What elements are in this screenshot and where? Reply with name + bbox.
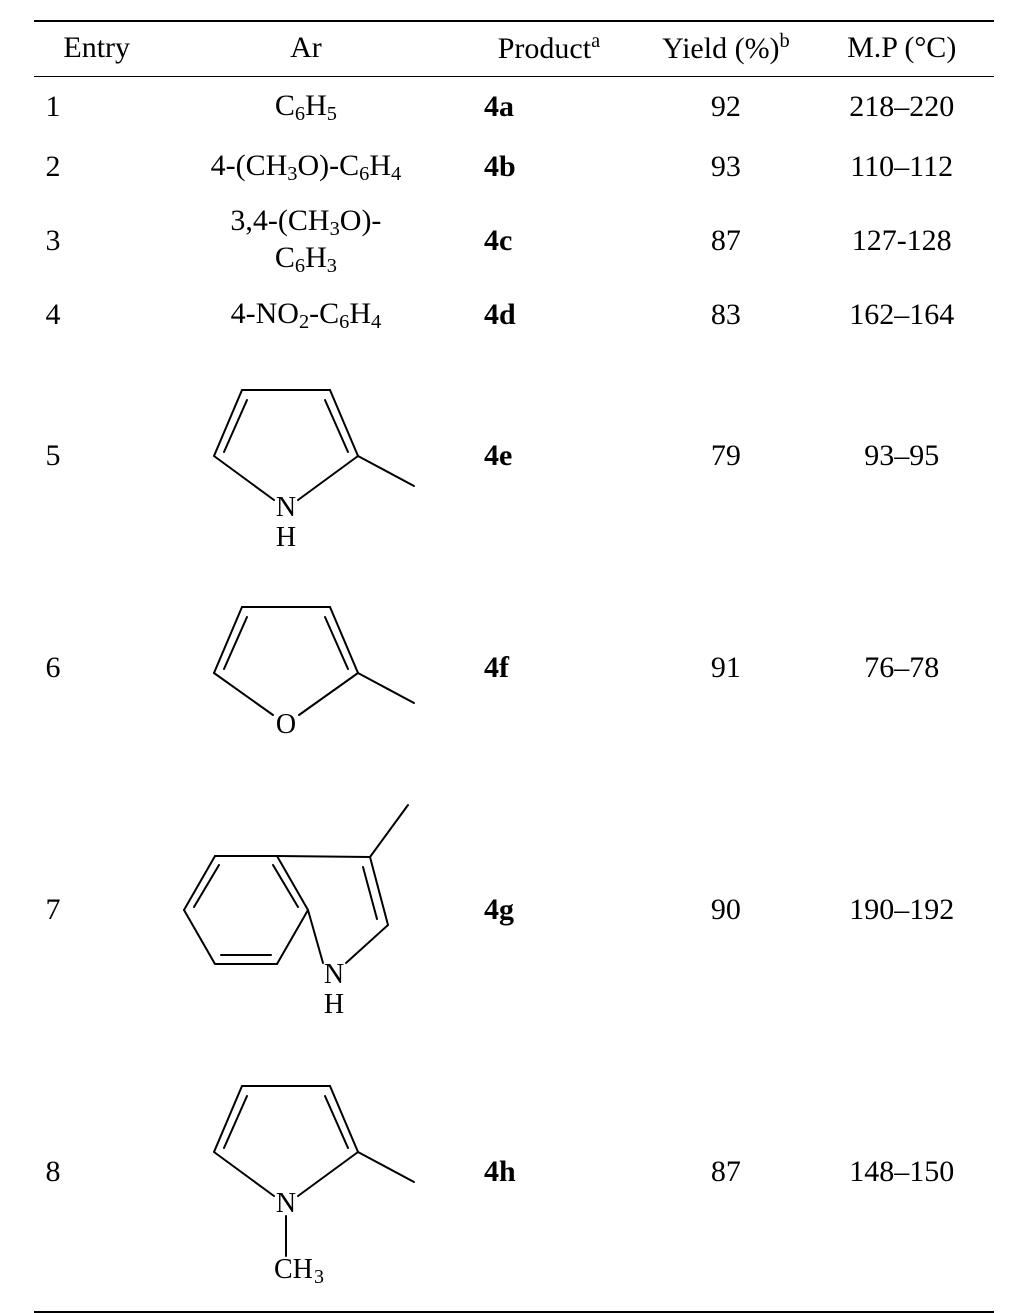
cell-product: 4b bbox=[460, 137, 642, 197]
table-row: 7 N H 4g90190–192 bbox=[34, 769, 994, 1051]
table-body: 1C6H54a92218–22024-(CH3O)-C6H44b93110–11… bbox=[34, 77, 994, 1313]
svg-text:N: N bbox=[324, 959, 344, 990]
cell-yield: 93 bbox=[642, 137, 810, 197]
svg-text:O: O bbox=[276, 709, 296, 740]
cell-entry: 6 bbox=[34, 567, 152, 769]
table-header-row: Entry Ar Producta Yield (%)b M.P (°C) bbox=[34, 21, 994, 77]
cell-product: 4d bbox=[460, 285, 642, 345]
cell-ar: C6H5 bbox=[152, 77, 460, 138]
cell-mp: 93–95 bbox=[810, 345, 994, 567]
table-row: 1C6H54a92218–220 bbox=[34, 77, 994, 138]
cell-entry: 1 bbox=[34, 77, 152, 138]
cell-yield: 79 bbox=[642, 345, 810, 567]
th-mp: M.P (°C) bbox=[810, 21, 994, 77]
structure-pyrrole-2yl: N H bbox=[156, 356, 456, 556]
cell-entry: 7 bbox=[34, 769, 152, 1051]
cell-ar: N H bbox=[152, 769, 460, 1051]
cell-mp: 190–192 bbox=[810, 769, 994, 1051]
svg-text:H: H bbox=[324, 989, 344, 1020]
data-table: Entry Ar Producta Yield (%)b M.P (°C) 1C… bbox=[34, 20, 994, 1313]
cell-entry: 5 bbox=[34, 345, 152, 567]
cell-product: 4e bbox=[460, 345, 642, 567]
structure-n-methylpyrrol-2yl: N CH 3 bbox=[156, 1060, 456, 1285]
cell-product: 4a bbox=[460, 77, 642, 138]
cell-mp: 218–220 bbox=[810, 77, 994, 138]
cell-yield: 91 bbox=[642, 567, 810, 769]
cell-entry: 8 bbox=[34, 1051, 152, 1312]
th-product: Producta bbox=[460, 21, 642, 77]
cell-ar: 4-(CH3O)-C6H4 bbox=[152, 137, 460, 197]
th-entry: Entry bbox=[34, 21, 152, 77]
th-yield: Yield (%)b bbox=[642, 21, 810, 77]
cell-yield: 87 bbox=[642, 1051, 810, 1312]
table-row: 5 N H 4e7993–95 bbox=[34, 345, 994, 567]
cell-mp: 127-128 bbox=[810, 197, 994, 285]
svg-text:CH: CH bbox=[274, 1254, 313, 1285]
cell-product: 4c bbox=[460, 197, 642, 285]
cell-mp: 148–150 bbox=[810, 1051, 994, 1312]
structure-furan-2yl: O bbox=[156, 581, 456, 756]
cell-entry: 4 bbox=[34, 285, 152, 345]
structure-indol-3yl: N H bbox=[156, 785, 456, 1035]
svg-text:H: H bbox=[276, 522, 296, 553]
cell-ar: 3,4-(CH3O)-C6H3 bbox=[152, 197, 460, 285]
cell-product: 4f bbox=[460, 567, 642, 769]
cell-product: 4g bbox=[460, 769, 642, 1051]
table-row: 8 N CH 3 4h87148–150 bbox=[34, 1051, 994, 1312]
cell-ar: N H bbox=[152, 345, 460, 567]
cell-product: 4h bbox=[460, 1051, 642, 1312]
cell-entry: 2 bbox=[34, 137, 152, 197]
table-row: 24-(CH3O)-C6H44b93110–112 bbox=[34, 137, 994, 197]
cell-yield: 83 bbox=[642, 285, 810, 345]
table-row: 44-NO2-C6H44d83162–164 bbox=[34, 285, 994, 345]
svg-text:N: N bbox=[276, 1188, 296, 1219]
cell-mp: 110–112 bbox=[810, 137, 994, 197]
table-row: 33,4-(CH3O)-C6H34c87127-128 bbox=[34, 197, 994, 285]
cell-yield: 87 bbox=[642, 197, 810, 285]
svg-text:N: N bbox=[276, 492, 296, 523]
th-ar: Ar bbox=[152, 21, 460, 77]
cell-ar: 4-NO2-C6H4 bbox=[152, 285, 460, 345]
cell-entry: 3 bbox=[34, 197, 152, 285]
cell-mp: 76–78 bbox=[810, 567, 994, 769]
table-row: 6 O 4f9176–78 bbox=[34, 567, 994, 769]
cell-ar: N CH 3 bbox=[152, 1051, 460, 1312]
cell-yield: 92 bbox=[642, 77, 810, 138]
cell-ar: O bbox=[152, 567, 460, 769]
cell-yield: 90 bbox=[642, 769, 810, 1051]
cell-mp: 162–164 bbox=[810, 285, 994, 345]
